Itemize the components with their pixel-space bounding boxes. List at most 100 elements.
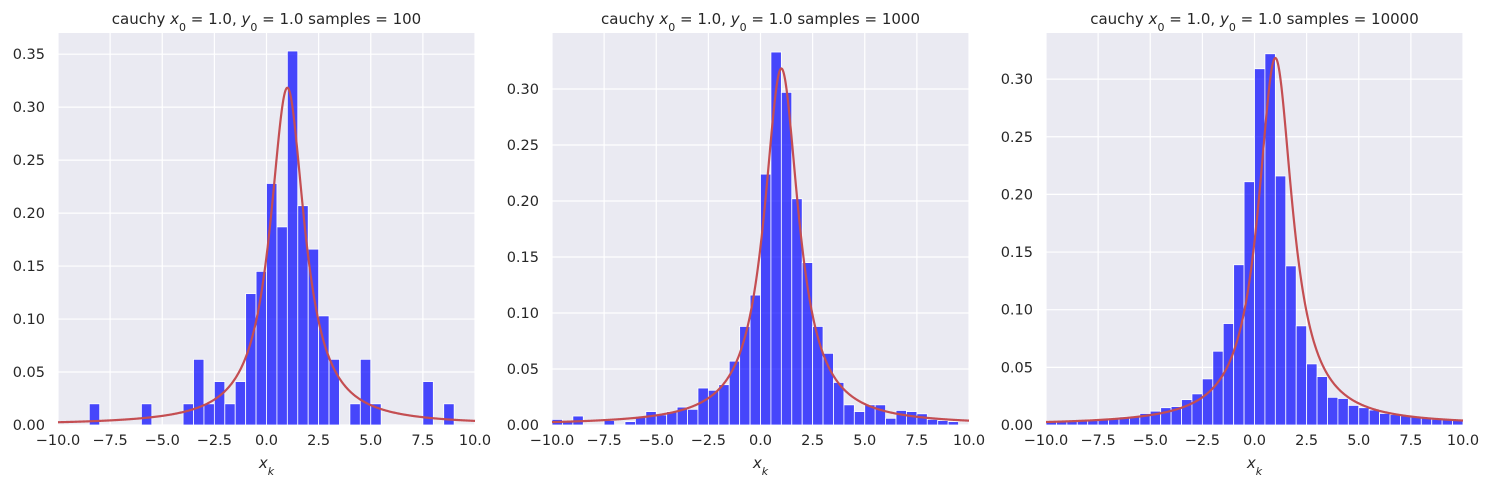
x-tick-label: −7.5 <box>587 433 622 449</box>
histogram-bar <box>1274 175 1287 426</box>
chart-title: cauchy x0 = 1.0, y0 = 1.0 samples = 100 <box>112 10 421 34</box>
y-tick-label: 0.15 <box>13 259 45 275</box>
x-tick-label: 5.0 <box>359 433 382 449</box>
histogram-bar <box>687 408 699 426</box>
histogram-bar <box>885 417 897 426</box>
y-tick-label: 0.05 <box>507 362 539 378</box>
x-axis-label: xk <box>1246 454 1263 478</box>
x-tick-label: −5.0 <box>145 433 180 449</box>
x-axis-label: xk <box>258 454 275 478</box>
histogram-bar <box>1358 407 1370 426</box>
histogram-bar <box>1201 378 1214 426</box>
x-tick-label: 10.0 <box>953 433 985 449</box>
histogram-bar <box>1254 68 1266 426</box>
histogram-bar <box>1316 376 1328 426</box>
y-tick-label: 0.00 <box>13 418 45 434</box>
y-tick-label: 0.30 <box>1001 72 1033 88</box>
histogram-bar <box>1306 363 1318 426</box>
histogram-bar <box>947 421 959 426</box>
histogram-bar <box>718 384 730 426</box>
chart-panel-samples-1000: −10.0 −7.5 −5.0 −2.5 0.0 2.5 5.0 7.5 10.0 0.00 0.0… <box>507 10 985 478</box>
histogram-bar <box>213 381 226 426</box>
histogram-bar <box>853 411 866 426</box>
histogram-bar <box>1295 325 1308 426</box>
histogram-bar <box>1347 404 1360 426</box>
x-tick-label: 0.0 <box>255 433 278 449</box>
histogram-bar <box>906 411 918 426</box>
histogram-bar <box>328 358 340 426</box>
chart-title: cauchy x0 = 1.0, y0 = 1.0 samples = 1000 <box>601 10 920 34</box>
x-tick-label: 0.0 <box>749 433 772 449</box>
x-tick-label: 0.0 <box>1243 433 1266 449</box>
histogram-bar <box>276 226 288 426</box>
x-tick-label: 5.0 <box>853 433 876 449</box>
histogram-bar <box>224 403 236 426</box>
x-tick-label: −5.0 <box>1133 433 1168 449</box>
histogram-bar <box>234 381 247 426</box>
x-tick-label: 10.0 <box>459 433 491 449</box>
histogram-bar <box>370 403 382 426</box>
histogram-bar <box>697 387 709 426</box>
x-tick-label: 7.5 <box>905 433 928 449</box>
x-tick-label: −10.0 <box>1024 433 1068 449</box>
x-tick-label: 10.0 <box>1447 433 1479 449</box>
x-tick-label: −5.0 <box>639 433 674 449</box>
histogram-bar <box>728 360 741 426</box>
histogram-bar <box>245 293 257 426</box>
histogram-bar <box>140 403 153 426</box>
histogram-bar <box>760 173 772 426</box>
histogram-bar <box>603 420 615 426</box>
y-tick-label: 0.25 <box>13 153 45 169</box>
histogram-bar <box>895 410 907 426</box>
x-tick-label: −10.0 <box>36 433 80 449</box>
histogram-bar <box>770 51 782 426</box>
x-tick-label: 7.5 <box>1399 433 1422 449</box>
x-tick-label: −2.5 <box>1185 433 1220 449</box>
histogram-bar <box>1379 413 1391 426</box>
histogram-bar <box>422 381 434 426</box>
y-tick-label: 0.00 <box>507 418 539 434</box>
y-tick-label: 0.30 <box>13 100 45 116</box>
y-tick-label: 0.15 <box>507 250 539 266</box>
chart-panel-samples-100: −10.0 −7.5 −5.0 −2.5 0.0 2.5 5.0 7.5 10.0 0.00 0.0… <box>13 10 491 478</box>
x-tick-label: 2.5 <box>307 433 330 449</box>
x-tick-label: −10.0 <box>530 433 574 449</box>
y-tick-label: 0.10 <box>13 312 45 328</box>
y-tick-label: 0.35 <box>13 47 45 63</box>
chart-panel-samples-10000: −10.0 −7.5 −5.0 −2.5 0.0 2.5 5.0 7.5 10.0 0.00 0.0… <box>1001 10 1479 478</box>
y-tick-label: 0.20 <box>507 194 539 210</box>
histogram-bar <box>926 418 939 426</box>
histogram-bar <box>1327 396 1339 426</box>
x-tick-label: 7.5 <box>411 433 434 449</box>
histogram-bar <box>359 358 372 426</box>
cauchy-pdf-line <box>551 67 970 424</box>
x-tick-label: −7.5 <box>1081 433 1116 449</box>
histogram-bar <box>1337 398 1349 426</box>
chart-title: cauchy x0 = 1.0, y0 = 1.0 samples = 1000… <box>1090 10 1419 34</box>
histogram-bar <box>843 404 855 426</box>
histogram-bar <box>937 420 949 426</box>
histogram-bar <box>655 414 668 426</box>
y-tick-label: 0.20 <box>13 206 45 222</box>
x-tick-label: 5.0 <box>1347 433 1370 449</box>
histogram-bar <box>182 403 194 426</box>
y-tick-label: 0.05 <box>1001 360 1033 376</box>
y-tick-label: 0.10 <box>507 306 539 322</box>
y-tick-label: 0.30 <box>507 82 539 98</box>
histogram-bar <box>1389 414 1401 426</box>
x-axis-label: xk <box>752 454 769 478</box>
x-tick-label: 2.5 <box>1295 433 1318 449</box>
histogram-bar <box>780 91 793 426</box>
histogram-bar <box>1222 323 1235 426</box>
histogram-bar <box>443 403 455 426</box>
histogram-bar <box>203 403 215 426</box>
histogram-bar <box>916 413 928 426</box>
y-tick-label: 0.10 <box>1001 303 1033 319</box>
x-tick-label: −2.5 <box>197 433 232 449</box>
y-tick-label: 0.15 <box>1001 245 1033 261</box>
histogram-bar <box>874 404 886 426</box>
histogram-bar <box>193 358 205 426</box>
histogram-bar <box>645 411 657 426</box>
y-tick-label: 0.00 <box>1001 418 1033 434</box>
